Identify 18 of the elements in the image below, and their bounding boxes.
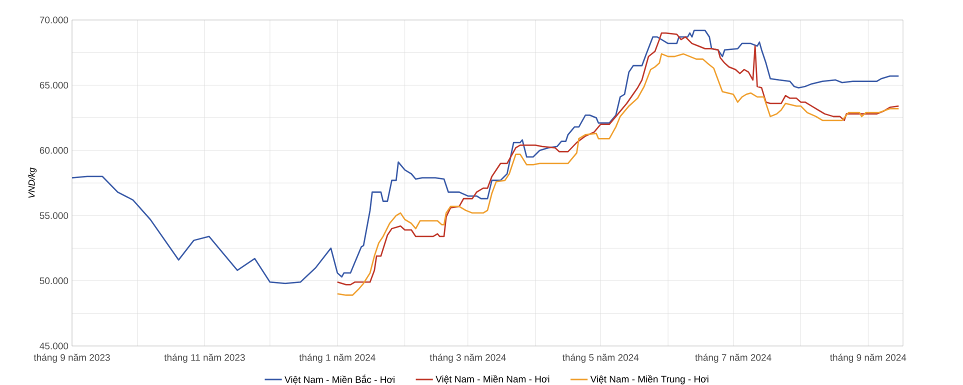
x-tick-label: tháng 9 năm 2023 xyxy=(34,354,110,363)
y-tick-label: 45.000 xyxy=(40,342,68,350)
x-tick-label: tháng 7 năm 2024 xyxy=(695,354,772,363)
legend-label: Việt Nam - Miền Bắc - Hơi xyxy=(284,374,394,384)
line-series xyxy=(71,30,900,284)
x-tick-label: tháng 3 năm 2024 xyxy=(430,354,506,363)
y-tick-label: 55.000 xyxy=(40,212,68,219)
x-tick-label: tháng 9 năm 2024 xyxy=(830,354,906,363)
y-tick-label: 50.000 xyxy=(40,277,68,284)
y-tick-label: 70.000 xyxy=(40,16,68,24)
legend-label: Việt Nam - Miền Trung - Hơi xyxy=(590,375,708,384)
x-tick-label: tháng 11 năm 2023 xyxy=(164,354,245,363)
y-tick-label: 65.000 xyxy=(40,82,68,89)
y-axis-title: VND/kg xyxy=(28,168,37,198)
x-tick-label: tháng 1 năm 2024 xyxy=(299,354,376,363)
x-tick-label: tháng 5 năm 2024 xyxy=(562,354,639,363)
legend-label: Việt Nam - Miền Nam - Hơi xyxy=(436,375,550,384)
y-tick-label: 60.000 xyxy=(40,147,68,154)
